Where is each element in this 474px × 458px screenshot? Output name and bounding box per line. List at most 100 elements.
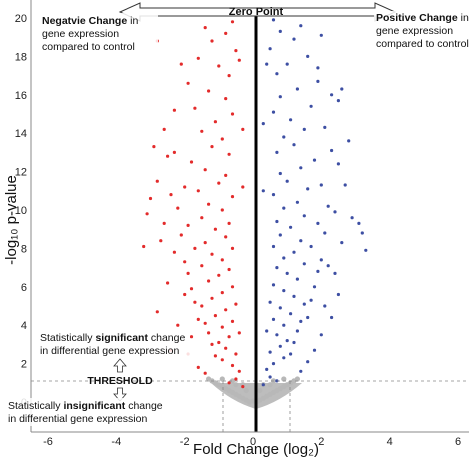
negative-change-line-3: compared to control (42, 41, 135, 53)
data-point (271, 283, 276, 287)
data-point (261, 383, 265, 387)
data-point (319, 183, 323, 187)
data-point (282, 206, 286, 210)
data-point (183, 260, 187, 264)
data-point (237, 58, 241, 62)
data-point (323, 231, 327, 235)
data-point (299, 239, 303, 243)
data-point (271, 18, 276, 22)
data-point (316, 66, 320, 70)
data-point (289, 352, 293, 356)
data-point (285, 271, 289, 275)
data-point (306, 54, 310, 59)
data-point (336, 99, 340, 103)
data-point (203, 371, 207, 375)
data-point (172, 108, 176, 112)
data-point (189, 335, 194, 339)
data-point (309, 104, 313, 108)
data-point (330, 315, 334, 320)
data-point (312, 158, 317, 162)
data-point (207, 279, 211, 283)
data-point (289, 225, 293, 229)
data-point (268, 47, 272, 51)
positive-change-line-2: gene expression (376, 25, 453, 37)
data-point (302, 302, 306, 306)
data-point (193, 300, 197, 304)
data-point (333, 271, 337, 275)
data-point (227, 152, 231, 156)
data-point (292, 37, 296, 41)
data-point (336, 292, 340, 297)
data-point (220, 258, 224, 262)
data-point (203, 241, 207, 245)
x-tick-label: -6 (43, 436, 53, 448)
positive-change-annotation: Positive Change in gene expression compa… (374, 11, 470, 50)
data-point (220, 137, 224, 141)
insignificant-line-2: in differential gene expression (8, 413, 147, 425)
data-point (196, 317, 200, 321)
data-point (183, 292, 187, 297)
data-point (319, 333, 323, 337)
y-axis-title: -log₁₀ p-value (3, 175, 20, 265)
insignificant-pre: Statistically (8, 400, 63, 412)
data-point (275, 150, 279, 154)
data-point (217, 181, 221, 185)
data-point (261, 122, 265, 126)
data-point (267, 382, 273, 388)
data-point (176, 323, 180, 327)
y-tick-label: 20 (15, 13, 27, 25)
significant-annotation: Statistically significant change in diff… (38, 329, 190, 357)
y-tick-label: 18 (15, 51, 27, 63)
positive-change-bold: Positive Change (376, 12, 458, 24)
data-point (312, 348, 317, 352)
data-point (229, 378, 236, 384)
data-point (234, 377, 238, 381)
data-point (237, 331, 241, 335)
data-point (265, 62, 269, 66)
data-point (196, 56, 200, 60)
data-point (289, 118, 293, 122)
data-point (350, 216, 354, 220)
data-point (234, 302, 238, 306)
data-point (224, 308, 228, 312)
x-tick-label: 6 (455, 436, 461, 448)
positive-change-line-3: compared to control (376, 38, 469, 50)
data-point (230, 319, 235, 323)
data-point (275, 266, 279, 270)
data-point (257, 387, 263, 394)
data-point (306, 315, 310, 320)
data-point (319, 33, 323, 37)
data-point (278, 344, 282, 348)
data-point (162, 221, 166, 225)
x-tick-label: 2 (318, 436, 324, 448)
negative-change-in: in (127, 15, 138, 27)
data-point (302, 127, 306, 131)
data-point (268, 375, 272, 379)
data-point (330, 93, 334, 97)
data-point (340, 241, 344, 245)
data-point (265, 329, 269, 333)
data-point (316, 79, 320, 83)
y-tick-label: 14 (15, 128, 27, 140)
data-point (227, 381, 231, 385)
data-point (323, 304, 327, 308)
data-point (271, 244, 276, 249)
data-point (278, 306, 282, 310)
x-tick-label: -4 (111, 436, 121, 448)
data-point (278, 233, 282, 237)
negative-change-bold: Negatvie Change (42, 15, 127, 27)
data-point (316, 221, 320, 225)
insignificant-post: change (125, 400, 163, 412)
up-arrow-icon (113, 358, 127, 373)
data-point (176, 206, 180, 210)
svg-text:Statistically significant chan: Statistically significant change (40, 332, 185, 344)
data-point (360, 231, 364, 235)
data-point (299, 369, 303, 373)
data-point (271, 110, 276, 114)
data-point (285, 179, 289, 183)
data-point (295, 329, 299, 333)
data-point (200, 304, 204, 308)
x-axis-title: Fold Change (log₂) (193, 441, 319, 458)
data-point (196, 365, 200, 369)
y-tick-label: 12 (15, 167, 27, 179)
